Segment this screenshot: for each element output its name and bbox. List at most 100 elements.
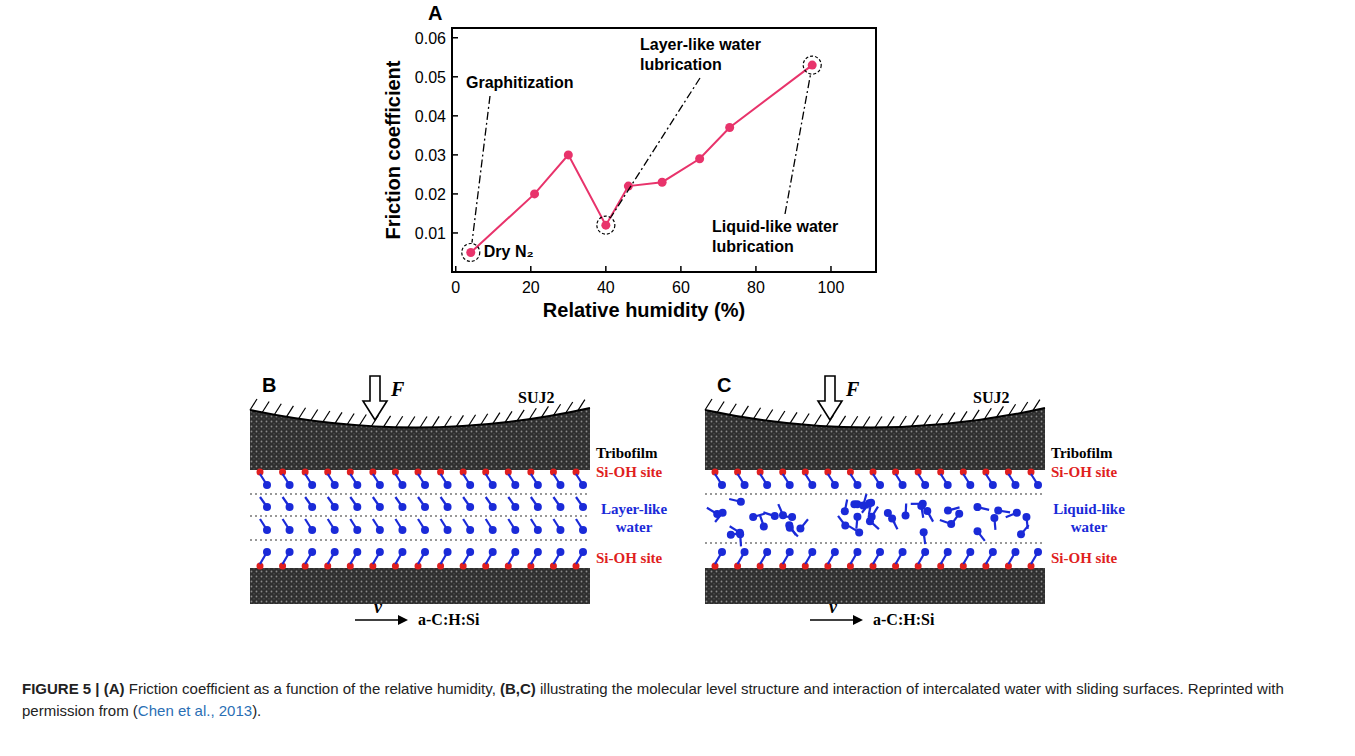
- water-oxygen: [921, 481, 929, 489]
- annotation-circle: [597, 216, 615, 234]
- annotation-line: lubrication: [712, 238, 794, 255]
- annotation-text: Layer-like waterlubrication: [640, 36, 761, 73]
- water-oxygen: [308, 481, 316, 489]
- water-oxygen: [763, 548, 771, 556]
- water-oxygen: [353, 548, 361, 556]
- hatch: [396, 416, 403, 427]
- water-oxygen: [534, 526, 542, 534]
- annotation-leader: [611, 78, 700, 217]
- counterface-surface: [250, 408, 590, 428]
- water-oxygen: [947, 520, 955, 528]
- water-oxygen: [511, 481, 519, 489]
- water-oxygen: [899, 548, 907, 556]
- data-point: [466, 248, 475, 257]
- hatch: [814, 414, 821, 425]
- hatch: [875, 417, 882, 428]
- data-point: [530, 189, 539, 198]
- water-oxygen: [466, 503, 474, 511]
- water-oxygen: [398, 503, 406, 511]
- water-oxygen: [308, 548, 316, 556]
- substrate-label: a-C:H:Si: [418, 611, 480, 628]
- water-oxygen: [855, 528, 863, 536]
- water-oxygen: [841, 507, 849, 515]
- water-oxygen: [353, 481, 361, 489]
- water-oxygen: [376, 503, 384, 511]
- data-point: [808, 61, 817, 70]
- water-oxygen: [1022, 513, 1030, 521]
- water-oxygen: [376, 548, 384, 556]
- water-oxygen: [353, 503, 361, 511]
- water-oxygen: [579, 526, 587, 534]
- hatch: [262, 401, 269, 412]
- data-point: [725, 123, 734, 132]
- velocity-arrowhead: [398, 615, 408, 625]
- data-point: [695, 154, 704, 163]
- hatch: [311, 409, 318, 420]
- water-oxygen: [398, 526, 406, 534]
- caption-run: FIGURE 5 | (A): [22, 680, 125, 697]
- water-oxygen: [489, 526, 497, 534]
- water-label-line: Layer-like: [601, 501, 667, 517]
- water-oxygen: [331, 481, 339, 489]
- hatch: [335, 412, 342, 423]
- layer-line: [250, 539, 590, 540]
- water-oxygen: [760, 522, 768, 530]
- hatch: [899, 416, 906, 427]
- hatch: [250, 399, 257, 410]
- site-label: Si-OH site: [1051, 464, 1118, 480]
- water-oxygen: [841, 522, 849, 530]
- diagram-panel: BFSUJ2va-C:H:SiTribofilmSi-OH siteLayer-…: [250, 374, 667, 628]
- layer-line: [705, 542, 1045, 543]
- hatch: [420, 417, 427, 428]
- annotation-text: Liquid-like waterlubrication: [712, 218, 838, 255]
- water-oxygen: [853, 481, 861, 489]
- water-oxygen: [786, 548, 794, 556]
- water-oxygen: [718, 548, 726, 556]
- water-oxygen: [865, 499, 873, 507]
- force-arrow: [363, 376, 387, 420]
- hatch: [778, 411, 785, 422]
- water-oxygen: [1017, 530, 1025, 538]
- force-arrow: [818, 376, 842, 420]
- annotation-circle: [462, 243, 480, 261]
- water-oxygen: [263, 481, 271, 489]
- water-oxygen: [955, 510, 963, 518]
- water-oxygen: [466, 481, 474, 489]
- hatch: [717, 401, 724, 412]
- water-oxygen: [534, 503, 542, 511]
- water-oxygen: [1034, 548, 1042, 556]
- water-oxygen: [973, 503, 981, 511]
- counterface-label: SUJ2: [973, 389, 1009, 406]
- water-oxygen: [556, 526, 564, 534]
- water-oxygen: [808, 548, 816, 556]
- water-oxygen: [579, 503, 587, 511]
- water-oxygen: [713, 510, 721, 518]
- water-oxygen: [917, 502, 925, 510]
- velocity-arrowhead: [853, 615, 863, 625]
- hatch: [802, 414, 809, 425]
- water-oxygen: [376, 526, 384, 534]
- site-label: Si-OH site: [1051, 550, 1118, 566]
- water-oxygen: [534, 548, 542, 556]
- water-oxygen: [579, 548, 587, 556]
- y-tick-label: 0.04: [415, 108, 446, 125]
- caption-run: (B,C): [500, 680, 536, 697]
- water-oxygen: [556, 548, 564, 556]
- water-oxygen: [850, 500, 858, 508]
- water-oxygen: [308, 503, 316, 511]
- velocity-label: v: [829, 597, 838, 617]
- water-group: [705, 469, 1045, 570]
- panel-a: A0204060801000.010.020.030.040.050.06Fri…: [382, 2, 876, 321]
- x-tick-label: 60: [672, 279, 690, 296]
- water-oxygen: [579, 481, 587, 489]
- water-oxygen: [466, 548, 474, 556]
- y-tick-label: 0.02: [415, 186, 446, 203]
- water-oxygen: [876, 481, 884, 489]
- water-oxygen: [944, 548, 952, 556]
- water-oxygen: [994, 507, 1002, 515]
- figure: A0204060801000.010.020.030.040.050.06Fri…: [0, 0, 1355, 672]
- tribofilm-band: [250, 408, 590, 470]
- water-oxygen: [902, 511, 910, 519]
- hatch: [790, 412, 797, 423]
- x-tick-label: 100: [818, 279, 845, 296]
